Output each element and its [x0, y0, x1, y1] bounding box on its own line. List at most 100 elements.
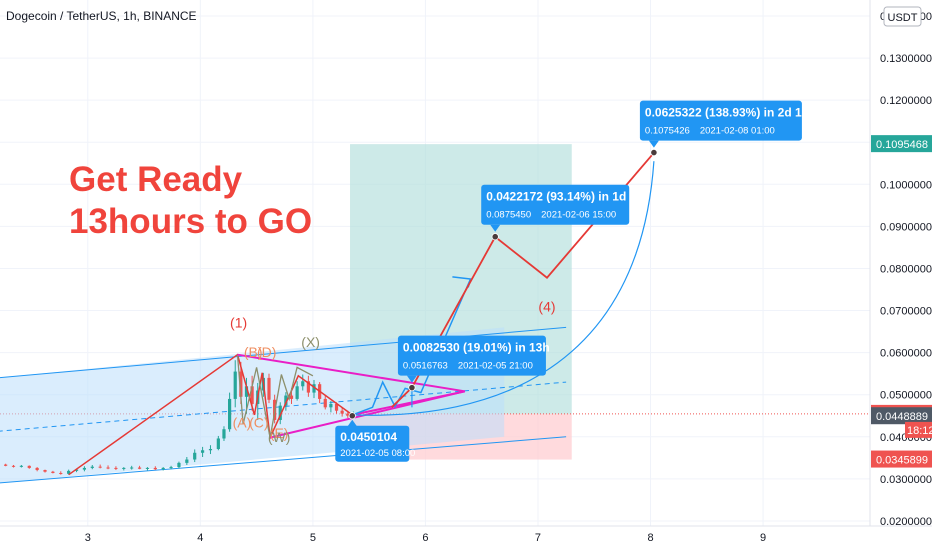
- tooltip-target-time: 2021-02-06 15:00: [541, 210, 616, 221]
- candle-body: [216, 438, 220, 449]
- price-badge-text: 0.1095468: [876, 139, 928, 151]
- candle-body: [74, 469, 79, 471]
- wave-label: (W): [268, 429, 291, 445]
- tooltip-detail-text: 0.0875450 2021-02-06 15:00: [486, 210, 616, 221]
- candle-body: [208, 448, 213, 451]
- candle-body: [267, 377, 271, 400]
- x-tick-label: 9: [760, 532, 766, 544]
- y-tick-label: 0.0200000: [880, 516, 932, 528]
- x-tick-label: 7: [535, 532, 541, 544]
- tooltip-target-value: 0.1075426: [645, 126, 690, 137]
- candle-body: [11, 465, 16, 467]
- wedge-apex-line: [352, 390, 466, 416]
- candle-body: [130, 467, 134, 469]
- tooltip-target-time: 2021-02-08 01:00: [700, 126, 775, 137]
- candle-body: [145, 467, 150, 469]
- candle-body: [193, 452, 197, 460]
- candle-body: [98, 466, 102, 468]
- candle-body: [323, 398, 327, 408]
- candle-body: [51, 471, 55, 473]
- tooltip-target-time: 2021-02-05 21:00: [458, 361, 533, 372]
- anchor-point: [491, 233, 499, 241]
- x-tick-label: 3: [85, 532, 91, 544]
- anchor-point: [650, 148, 658, 157]
- candle-body: [244, 386, 249, 397]
- price-badge-text: 0.0345899: [876, 455, 928, 467]
- wave-label: (E): [270, 425, 289, 441]
- y-tick-label: 0.0700000: [880, 306, 932, 318]
- projection-tooltip: [481, 184, 630, 225]
- entry-time-text: 2021-02-05 08:00: [340, 448, 415, 459]
- candle-body: [169, 467, 173, 469]
- time-axis[interactable]: 3 4 5 6 7 8 9: [85, 532, 766, 544]
- candle-body: [185, 459, 189, 463]
- y-tick-label: 0.0800000: [880, 263, 932, 275]
- tooltip-pointer: [406, 375, 417, 383]
- candle-body: [250, 386, 254, 404]
- y-tick-label: 0.1300000: [880, 53, 932, 65]
- candle-body: [161, 467, 165, 470]
- curved-projection: [352, 161, 655, 416]
- currency-button-frame[interactable]: [883, 6, 922, 27]
- projection-path-small: [352, 278, 472, 416]
- tooltip-detail-text: 0.0516763 2021-02-05 21:00: [403, 361, 533, 372]
- y-tick-label: 0.1000000: [880, 179, 932, 191]
- price-badge-text: 0.0448889: [876, 411, 928, 423]
- y-tick-label: 0.1200000: [880, 95, 932, 107]
- candle-body: [200, 450, 205, 453]
- candle-body: [67, 470, 71, 474]
- projection-tooltip: [639, 100, 802, 141]
- wave-label: (B): [244, 344, 263, 360]
- x-tick-label: 5: [310, 532, 316, 544]
- candle-body: [312, 384, 316, 393]
- price-badge: [871, 135, 932, 153]
- x-tick-label: 4: [197, 532, 203, 544]
- tooltip-change-text: 0.0625322 (138.93%) in 2d 17h: [645, 106, 816, 120]
- candle-body: [289, 395, 294, 399]
- x-tick-label: 8: [647, 532, 653, 544]
- tooltip-change-text: 0.0422172 (93.14%) in 1d 7h: [486, 190, 643, 204]
- candle-body: [90, 466, 94, 468]
- candle-body: [301, 381, 305, 387]
- wave-label: (A): [233, 415, 252, 431]
- x-tick-label: 6: [422, 532, 428, 544]
- wave-label: (X): [301, 334, 320, 350]
- tooltip-pointer: [490, 224, 501, 232]
- wave-path-wxy: [236, 354, 314, 438]
- candle-body: [284, 395, 288, 406]
- tooltip-pointer: [648, 140, 659, 148]
- candle-body: [122, 467, 126, 469]
- countdown-badge: [905, 421, 932, 438]
- candle-body: [43, 470, 47, 472]
- candle-body: [27, 465, 31, 468]
- y-tick-label: 0.0600000: [880, 348, 932, 360]
- wave-drawings: [68, 148, 658, 476]
- candle-body: [233, 371, 237, 399]
- candle-body: [239, 371, 243, 397]
- candle-body: [334, 403, 339, 411]
- entry-price-text: 0.0450104: [340, 430, 397, 444]
- countdown-text: 18:12: [907, 425, 932, 437]
- candle-body: [346, 413, 350, 416]
- price-badges: 0.10954680.04544130.04488890.034589918:1…: [871, 135, 932, 468]
- entry-pointer: [347, 419, 358, 427]
- candle-body: [35, 467, 39, 471]
- promo-line-2: 13hours to GO: [69, 202, 312, 241]
- candle-body: [278, 405, 282, 420]
- y-tick-label: 0.0900000: [880, 221, 932, 233]
- anchor-point: [408, 384, 416, 392]
- candle-body: [59, 472, 63, 474]
- candle-body: [340, 410, 344, 414]
- candle-body: [106, 467, 110, 469]
- currency-button-label[interactable]: USDT: [888, 12, 918, 24]
- candle-body: [82, 467, 87, 470]
- candle-body: [4, 464, 8, 466]
- price-badge: [871, 407, 932, 425]
- candle-body: [177, 462, 181, 468]
- wave-label: (4): [538, 298, 555, 314]
- tooltip-change-text: 0.0082530 (19.01%) in 13h: [403, 341, 550, 355]
- currency-button[interactable]: USDT: [883, 6, 922, 27]
- chart-title: Dogecoin / TetherUS, 1h, BINANCE: [6, 9, 197, 23]
- candle-body: [19, 465, 23, 467]
